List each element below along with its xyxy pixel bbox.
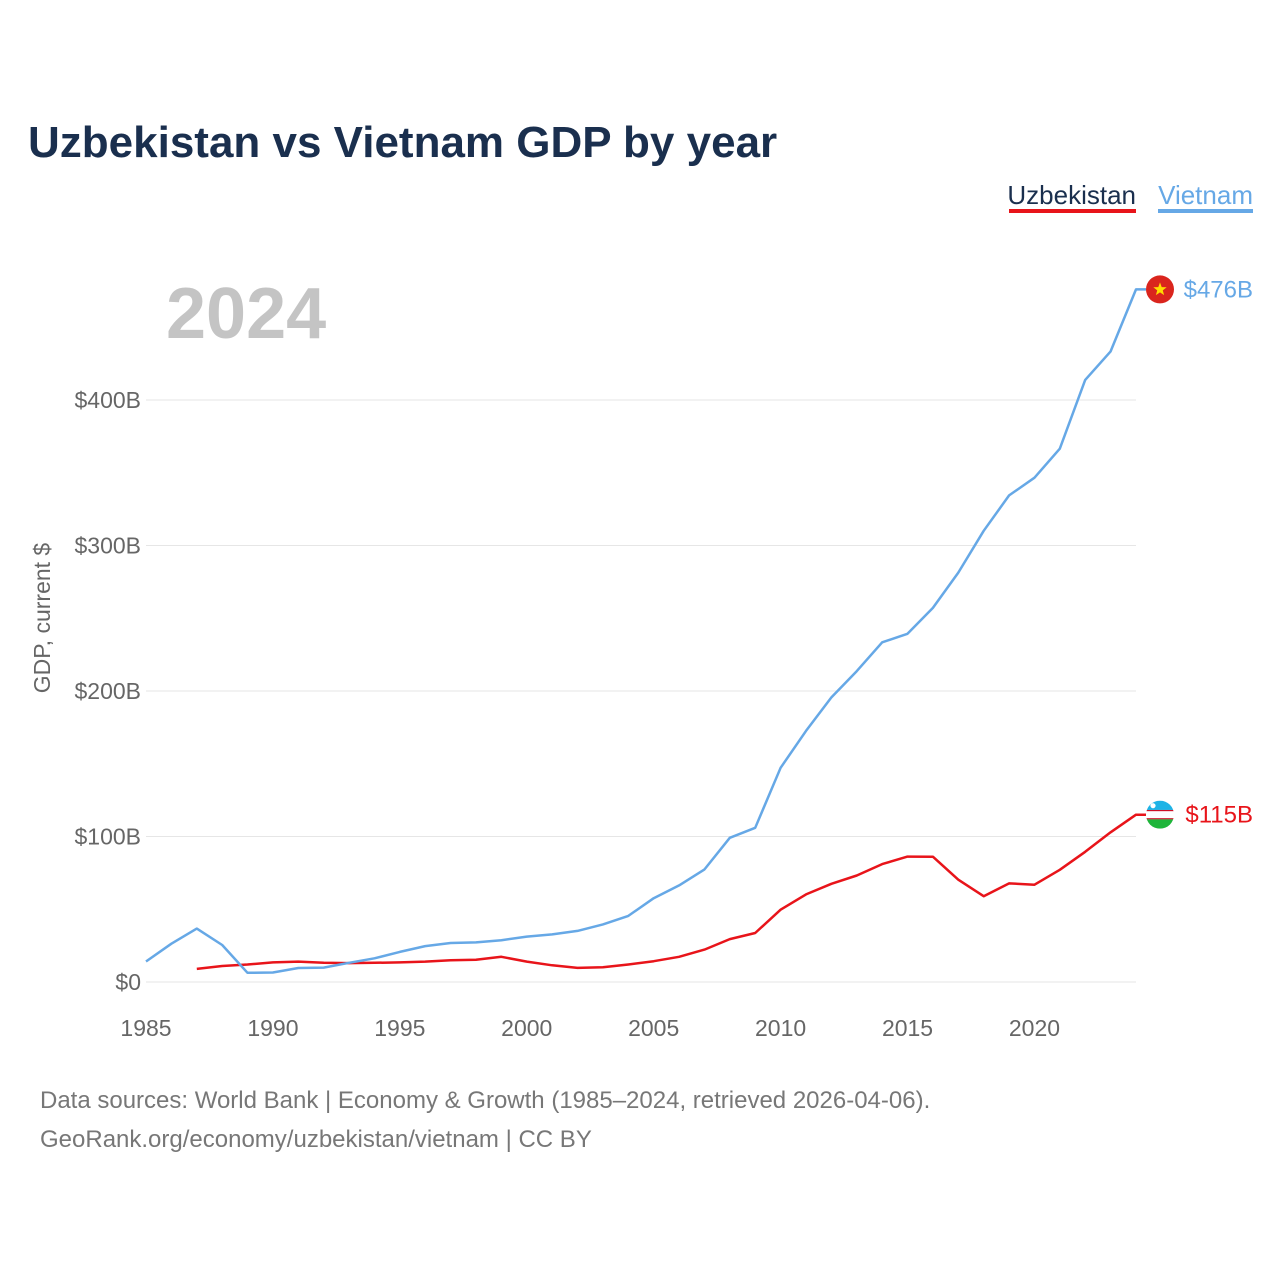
x-tick-label: 2010 [755,1015,806,1041]
legend-swatch-uzbekistan [1009,209,1136,213]
x-tick-label: 1990 [247,1015,298,1041]
y-axis-title: GDP, current $ [29,543,55,694]
x-tick-label: 2000 [501,1015,552,1041]
x-tick-label: 2005 [628,1015,679,1041]
vietnam-flag-icon [1146,275,1174,304]
y-tick-label: $300B [74,533,141,559]
y-tick-label: $400B [74,387,141,413]
end-label-uzbekistan: $115B [1185,802,1253,829]
x-tick-label: 2015 [882,1015,933,1041]
x-tick-label: 1985 [120,1015,171,1041]
chart-title: Uzbekistan vs Vietnam GDP by year [28,118,777,167]
year-watermark: 2024 [166,274,326,354]
legend-item-uzbekistan[interactable]: Uzbekistan [1007,180,1136,213]
legend-swatch-vietnam [1158,209,1253,213]
y-axis-ticks: $0 $100B $200B $300B $400B [74,387,141,995]
source-line-2[interactable]: GeoRank.org/economy/uzbekistan/vietnam |… [40,1126,592,1153]
uzbekistan-flag-icon [1146,800,1174,829]
y-tick-label: $100B [74,824,141,850]
x-axis-ticks: 1985 1990 1995 2000 2005 2010 2015 2020 [120,1015,1060,1041]
y-tick-label: $200B [74,678,141,704]
legend: Uzbekistan Vietnam [1007,180,1253,213]
legend-label-vietnam: Vietnam [1158,180,1253,210]
series-line-vietnam [145,288,1146,975]
end-markers: $115B $476B [1146,275,1253,829]
x-tick-label: 2020 [1009,1015,1060,1041]
series-line-uzbekistan [196,813,1146,971]
legend-label-uzbekistan: Uzbekistan [1007,180,1136,210]
series [145,288,1146,975]
legend-item-vietnam[interactable]: Vietnam [1158,180,1253,213]
source-line-1: Data sources: World Bank | Economy & Gro… [40,1087,930,1114]
y-tick-label: $0 [115,969,141,995]
end-label-vietnam: $476B [1184,276,1253,303]
x-tick-label: 1995 [374,1015,425,1041]
grid [146,399,1136,983]
